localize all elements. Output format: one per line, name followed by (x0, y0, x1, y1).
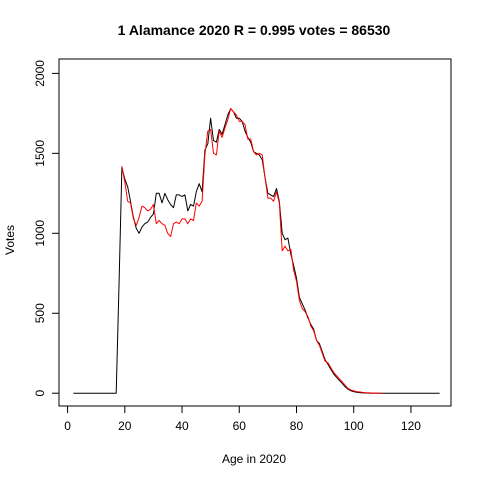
x-tick-label: 20 (118, 419, 132, 433)
plot-frame (58, 58, 452, 407)
x-tick-label: 120 (401, 419, 421, 433)
chart-title: 1 Alamance 2020 R = 0.995 votes = 86530 (118, 22, 391, 38)
y-tick-label: 2000 (33, 60, 47, 87)
series-line-2 (121, 108, 383, 394)
y-tick-label: 1000 (33, 220, 47, 247)
series-line-1 (73, 108, 440, 394)
x-tick-label: 0 (64, 419, 71, 433)
x-axis-label: Age in 2020 (222, 452, 286, 466)
x-tick-label: 80 (290, 419, 304, 433)
y-tick-label: 500 (33, 303, 47, 323)
series-layer (73, 108, 440, 394)
y-tick-label: 1500 (33, 140, 47, 167)
x-tick-label: 100 (344, 419, 364, 433)
x-tick-label: 40 (175, 419, 189, 433)
y-axis: 0 500 1000 1500 2000 (33, 60, 60, 397)
y-tick-label: 0 (33, 390, 47, 397)
x-axis: 0 20 40 60 80 100 120 (64, 405, 421, 433)
y-axis-label: Votes (3, 225, 17, 255)
x-tick-label: 60 (233, 419, 247, 433)
